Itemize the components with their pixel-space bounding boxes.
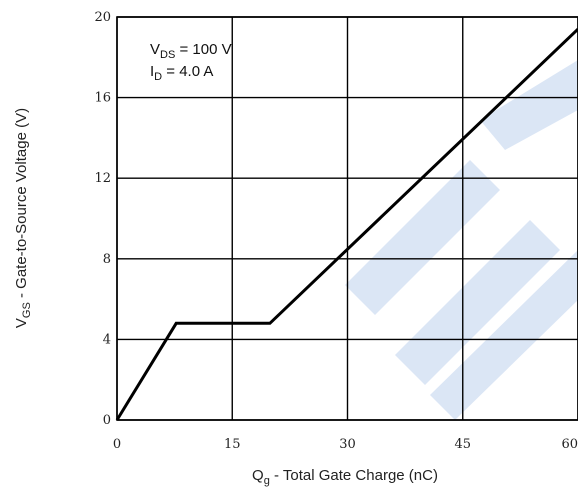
x-axis-label-sub: g — [264, 475, 270, 487]
watermark-shape-3 — [430, 250, 578, 420]
x-tick-label-2: 30 — [339, 437, 356, 452]
x-axis-label: Qg - Total Gate Charge (nC) — [252, 467, 438, 487]
series-layer — [115, 28, 578, 421]
annotation-vds-rest: = 100 V — [175, 41, 231, 58]
annotation-id-main: I — [150, 63, 154, 80]
y-tick-label-4: 16 — [94, 91, 111, 106]
annotation-id: ID = 4.0 A — [150, 63, 213, 83]
watermark-shape-2 — [395, 220, 560, 385]
x-axis-label-main: Q — [252, 467, 264, 484]
y-tick-label-5: 20 — [94, 10, 111, 25]
y-tick-label-0: 0 — [103, 413, 111, 428]
x-tick-label-3: 45 — [454, 437, 471, 452]
watermark-shape-4 — [480, 60, 578, 150]
plot-border — [116, 16, 578, 421]
plot-frame — [116, 16, 578, 421]
x-tick-label-1: 15 — [224, 437, 241, 452]
x-axis-label-rest: - Total Gate Charge (nC) — [270, 467, 438, 484]
y-tick-label-2: 8 — [103, 252, 111, 267]
watermark-shape-1 — [345, 160, 500, 315]
y-axis-label-sub: GS — [21, 302, 33, 318]
annotation-vds-sub: DS — [160, 49, 175, 61]
watermark-logo — [345, 60, 578, 420]
x-tick-labels: 0 15 30 45 60 — [113, 437, 578, 452]
annotation-id-rest: = 4.0 A — [162, 63, 213, 80]
annotation-vds-main: V — [150, 41, 160, 58]
series-line-0 — [115, 28, 578, 421]
annotation-box — [138, 30, 230, 90]
y-axis-label: VGS - Gate-to-Source Voltage (V) — [13, 108, 33, 328]
x-tick-label-0: 0 — [113, 437, 121, 452]
annotation-vds: VDS = 100 V — [150, 41, 232, 61]
annotation-id-sub: D — [154, 71, 162, 83]
y-axis-label-main: V — [13, 318, 30, 328]
y-tick-label-1: 4 — [103, 332, 111, 347]
x-tick-label-4: 60 — [561, 437, 578, 452]
y-tick-label-3: 12 — [94, 171, 111, 186]
y-tick-labels: 0 4 8 12 16 20 — [94, 10, 111, 428]
y-axis-label-rest: - Gate-to-Source Voltage (V) — [13, 108, 30, 302]
